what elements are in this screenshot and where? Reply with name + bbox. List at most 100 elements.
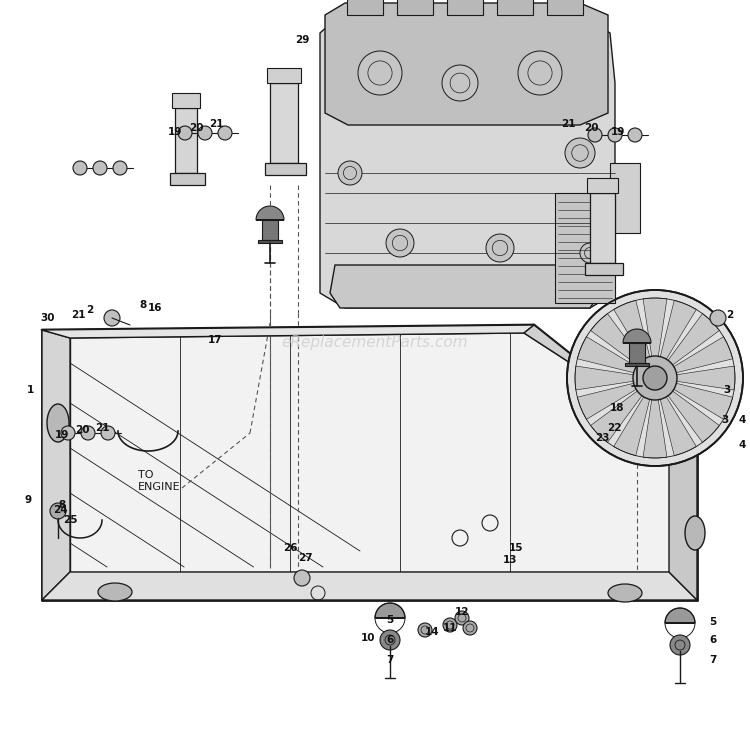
Polygon shape: [660, 301, 696, 361]
Circle shape: [463, 621, 477, 635]
Text: 5: 5: [710, 617, 717, 627]
Text: 14: 14: [424, 627, 439, 637]
Text: 24: 24: [53, 505, 68, 515]
Text: 3: 3: [722, 415, 728, 425]
Polygon shape: [547, 0, 583, 15]
Circle shape: [518, 51, 562, 95]
Polygon shape: [578, 383, 638, 419]
Polygon shape: [672, 383, 733, 419]
Text: 6: 6: [710, 635, 717, 645]
Circle shape: [50, 503, 66, 519]
Text: 7: 7: [710, 655, 717, 665]
Text: 18: 18: [610, 403, 624, 413]
Circle shape: [104, 310, 120, 326]
Ellipse shape: [47, 404, 69, 442]
Text: 22: 22: [607, 423, 621, 433]
Text: 11: 11: [442, 623, 458, 633]
Polygon shape: [590, 390, 644, 443]
Polygon shape: [610, 163, 640, 233]
Polygon shape: [672, 336, 733, 373]
Circle shape: [218, 126, 232, 140]
Circle shape: [294, 570, 310, 586]
Circle shape: [710, 310, 726, 326]
Text: 3: 3: [723, 385, 730, 395]
Polygon shape: [375, 603, 405, 618]
Text: 30: 30: [40, 313, 56, 323]
Circle shape: [418, 623, 432, 637]
Text: 5: 5: [386, 615, 394, 625]
Circle shape: [73, 161, 87, 175]
Circle shape: [588, 128, 602, 142]
Polygon shape: [614, 395, 650, 456]
Polygon shape: [42, 572, 697, 600]
Circle shape: [358, 51, 402, 95]
Text: 4: 4: [738, 440, 746, 450]
Text: 29: 29: [295, 35, 309, 45]
Polygon shape: [265, 163, 306, 175]
Circle shape: [670, 635, 690, 655]
Text: 20: 20: [75, 425, 89, 435]
Polygon shape: [70, 333, 669, 572]
Polygon shape: [497, 0, 533, 15]
Polygon shape: [623, 329, 651, 343]
Text: 8: 8: [140, 300, 147, 310]
Text: 16: 16: [148, 303, 162, 313]
Polygon shape: [175, 108, 197, 173]
Text: 20: 20: [584, 123, 598, 133]
Circle shape: [565, 138, 595, 168]
Polygon shape: [330, 265, 600, 308]
Polygon shape: [643, 398, 667, 458]
Ellipse shape: [685, 516, 705, 550]
Circle shape: [178, 126, 192, 140]
Text: 13: 13: [503, 555, 518, 565]
Text: 19: 19: [610, 127, 626, 137]
Polygon shape: [667, 314, 719, 366]
Polygon shape: [575, 366, 635, 390]
Text: 19: 19: [55, 430, 69, 440]
Polygon shape: [665, 608, 695, 623]
Text: 4: 4: [738, 415, 746, 425]
Polygon shape: [258, 240, 282, 243]
Text: 6: 6: [386, 635, 394, 645]
Circle shape: [442, 65, 478, 101]
Polygon shape: [347, 0, 383, 15]
Circle shape: [93, 161, 107, 175]
Polygon shape: [320, 15, 615, 308]
Text: eReplacementParts.com: eReplacementParts.com: [282, 336, 468, 350]
Circle shape: [628, 128, 642, 142]
Polygon shape: [170, 173, 205, 185]
Polygon shape: [587, 178, 618, 193]
Text: TO
ENGINE: TO ENGINE: [138, 470, 181, 492]
Circle shape: [81, 426, 95, 440]
Text: 1: 1: [26, 385, 34, 395]
Circle shape: [338, 161, 362, 185]
Polygon shape: [270, 83, 298, 163]
Polygon shape: [447, 0, 483, 15]
Text: 8: 8: [58, 500, 66, 510]
Polygon shape: [578, 336, 638, 373]
Polygon shape: [625, 363, 649, 366]
Ellipse shape: [98, 583, 132, 601]
Polygon shape: [629, 343, 645, 363]
Text: 7: 7: [386, 655, 394, 665]
Circle shape: [198, 126, 212, 140]
Circle shape: [386, 229, 414, 257]
Circle shape: [61, 426, 75, 440]
Polygon shape: [555, 193, 615, 303]
Polygon shape: [172, 93, 200, 108]
Polygon shape: [325, 3, 608, 125]
Text: 20: 20: [189, 123, 203, 133]
Polygon shape: [590, 314, 644, 366]
Polygon shape: [256, 206, 284, 220]
Polygon shape: [669, 427, 697, 600]
Text: 25: 25: [63, 515, 77, 525]
Text: 9: 9: [25, 495, 32, 505]
Circle shape: [567, 290, 743, 466]
Circle shape: [633, 356, 677, 400]
Text: 19: 19: [168, 127, 182, 137]
Circle shape: [101, 426, 115, 440]
Text: 15: 15: [509, 543, 524, 553]
Circle shape: [580, 243, 600, 263]
Polygon shape: [667, 390, 719, 443]
Polygon shape: [42, 330, 70, 600]
